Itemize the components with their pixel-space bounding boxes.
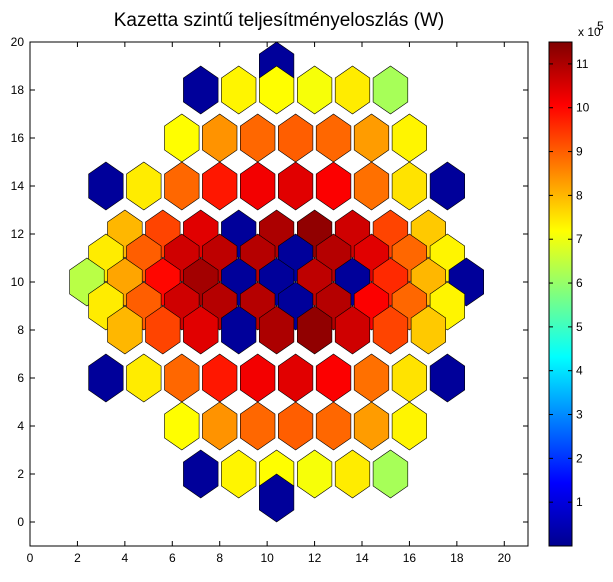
- hex-cell: [334, 449, 371, 499]
- hex-cells-group: [69, 41, 485, 523]
- y-axis: 0 2 4 6 8 10 12 14 16 18 20: [11, 35, 528, 529]
- hex-cell: [126, 161, 162, 211]
- y-tick-label: 12: [11, 227, 25, 241]
- hex-cell: [202, 401, 238, 451]
- hex-cell: [258, 473, 295, 523]
- colorbar-multiplier: x 10: [578, 25, 601, 39]
- y-tick-label: 14: [11, 179, 25, 193]
- hex-cell: [221, 65, 257, 115]
- hex-cell: [88, 161, 124, 211]
- y-tick-label: 10: [11, 275, 25, 289]
- hex-cell: [258, 65, 295, 115]
- x-tick-label: 18: [450, 551, 464, 565]
- hex-cell: [334, 65, 371, 115]
- hex-cell: [258, 305, 295, 355]
- colorbar: [548, 41, 573, 547]
- hex-cell: [353, 113, 390, 163]
- colorbar-exponent: 5: [597, 19, 604, 33]
- hex-cell: [334, 305, 371, 355]
- colorbar-tick-label: 5: [576, 320, 583, 334]
- hex-cell: [164, 161, 200, 211]
- y-tick-label: 18: [11, 83, 25, 97]
- hex-cell: [429, 161, 466, 211]
- hex-cell: [145, 305, 181, 355]
- hex-cell: [372, 305, 409, 355]
- chart-title: Kazetta szintű teljesítményeloszlás (W): [113, 10, 445, 31]
- colorbar-tick-label: 4: [576, 364, 583, 378]
- x-tick-label: 16: [403, 551, 417, 565]
- hex-cell: [221, 449, 257, 499]
- hex-cell: [391, 401, 428, 451]
- hex-cell: [202, 161, 238, 211]
- hex-cell: [315, 353, 352, 403]
- y-tick-label: 4: [17, 419, 24, 433]
- colorbar-tick-label: 10: [576, 101, 590, 115]
- hex-cell: [164, 353, 200, 403]
- hex-cell: [221, 305, 257, 355]
- hex-cell: [353, 161, 390, 211]
- y-tick-label: 6: [17, 371, 24, 385]
- hex-cell: [315, 401, 352, 451]
- colorbar-tick-label: 11: [576, 57, 589, 71]
- x-tick-label: 0: [27, 551, 34, 565]
- hex-cell: [315, 161, 352, 211]
- hex-cell: [164, 401, 200, 451]
- y-tick-label: 20: [11, 35, 25, 49]
- hex-cell: [240, 113, 276, 163]
- colorbar-tick-label: 6: [576, 276, 583, 290]
- hex-cell: [391, 161, 428, 211]
- y-tick-label: 8: [17, 323, 24, 337]
- hex-cell: [296, 449, 333, 499]
- hex-cell: [183, 305, 219, 355]
- y-tick-label: 0: [17, 515, 24, 529]
- hex-cell: [107, 305, 143, 355]
- colorbar-tick-label: 9: [576, 145, 583, 159]
- hex-cell: [126, 353, 162, 403]
- x-tick-label: 6: [169, 551, 176, 565]
- y-tick-label: 2: [17, 467, 24, 481]
- hex-cell: [202, 353, 238, 403]
- colorbar-ticks: 1 2 3 4 5 6 7 8 9 10 11: [549, 57, 590, 509]
- colorbar-tick-label: 8: [576, 188, 583, 202]
- x-tick-label: 2: [74, 551, 81, 565]
- hex-cell: [277, 113, 314, 163]
- x-tick-label: 12: [308, 551, 322, 565]
- colorbar-tick-label: 2: [576, 451, 583, 465]
- hex-cell: [277, 401, 314, 451]
- x-axis: 0 2 4 6 8 10 12 14 16 18 20: [27, 42, 512, 565]
- colorbar-tick-label: 7: [576, 232, 583, 246]
- y-tick-label: 16: [11, 131, 25, 145]
- hex-cell: [202, 113, 238, 163]
- hex-cell: [296, 65, 333, 115]
- hex-cell: [183, 65, 219, 115]
- hex-cell: [240, 161, 276, 211]
- hex-cell: [240, 353, 276, 403]
- x-tick-label: 20: [498, 551, 512, 565]
- hex-cell: [391, 353, 428, 403]
- x-tick-label: 14: [355, 551, 369, 565]
- hex-cell: [315, 113, 352, 163]
- hex-cell: [164, 113, 200, 163]
- hex-cell: [277, 353, 314, 403]
- hex-cell: [372, 65, 409, 115]
- hex-cell: [183, 449, 219, 499]
- hex-cell: [353, 353, 390, 403]
- x-tick-label: 4: [122, 551, 129, 565]
- hex-cell: [372, 449, 409, 499]
- hex-cell: [353, 401, 390, 451]
- x-tick-label: 10: [260, 551, 274, 565]
- x-tick-label: 8: [216, 551, 223, 565]
- hex-cell: [277, 161, 314, 211]
- colorbar-tick-label: 3: [576, 408, 583, 422]
- hex-cell: [429, 353, 466, 403]
- colorbar-tick-label: 1: [576, 495, 583, 509]
- hex-cell: [391, 113, 428, 163]
- hex-cell: [240, 401, 276, 451]
- hex-cell: [296, 305, 333, 355]
- hex-cell: [410, 305, 447, 355]
- hex-cell: [88, 353, 124, 403]
